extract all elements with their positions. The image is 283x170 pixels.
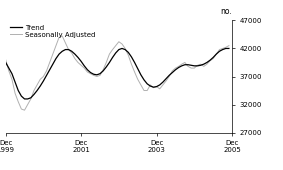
Trend [136,68,140,70]
Seasonally Adjusted [61,35,64,37]
Trend [152,86,155,88]
Trend [120,47,124,49]
Trend [215,53,218,55]
Seasonally Adjusted [38,78,42,80]
Seasonally Adjusted [161,84,165,86]
Seasonally Adjusted [152,87,155,89]
Trend [227,47,231,49]
Seasonally Adjusted [4,59,7,61]
Legend: Trend, Seasonally Adjusted: Trend, Seasonally Adjusted [9,24,96,38]
Seasonally Adjusted [215,53,218,55]
Text: no.: no. [220,7,232,16]
Trend [38,85,42,87]
Seasonally Adjusted [227,45,231,47]
Line: Seasonally Adjusted: Seasonally Adjusted [6,36,229,110]
Seasonally Adjusted [86,71,89,73]
Trend [83,65,86,67]
Seasonally Adjusted [136,78,140,80]
Trend [4,62,7,64]
Trend [23,98,26,100]
Seasonally Adjusted [23,109,26,111]
Line: Trend: Trend [6,48,229,99]
Trend [161,81,165,83]
